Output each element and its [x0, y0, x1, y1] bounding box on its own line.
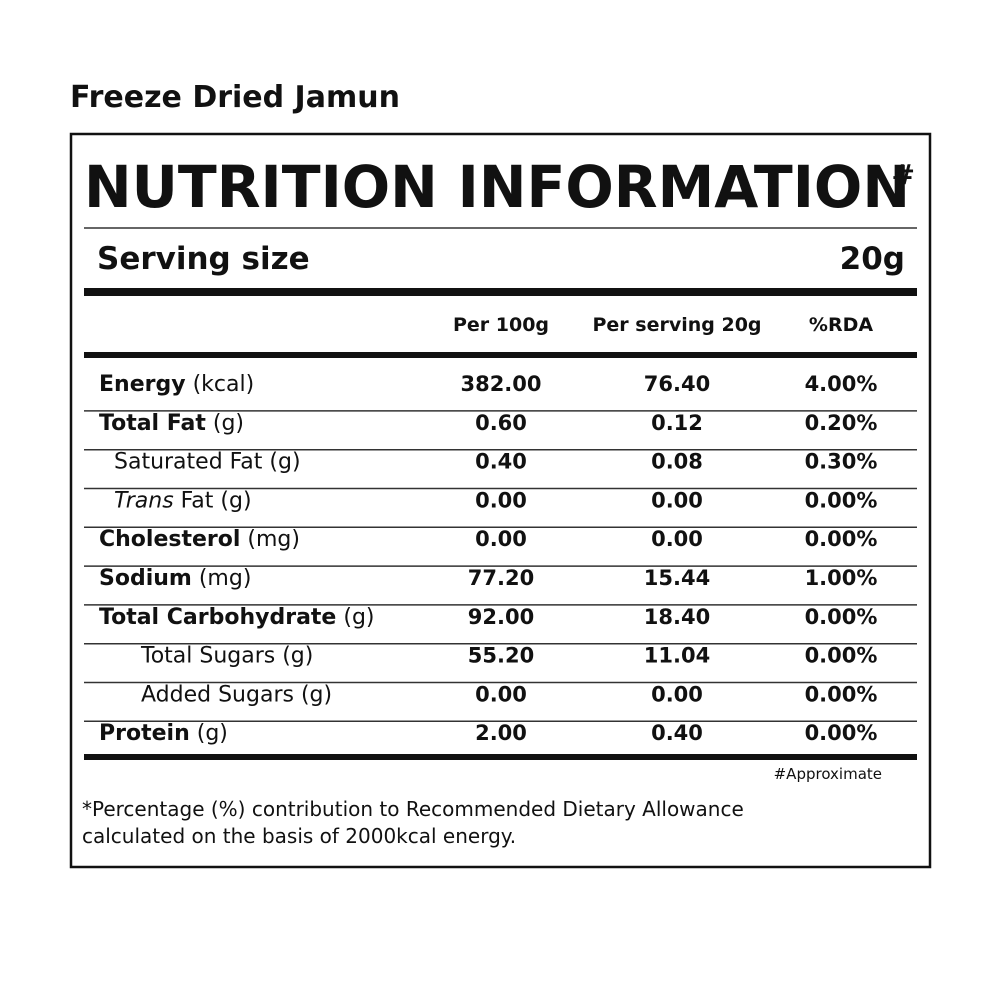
row-label: Trans Fat (g) [114, 488, 252, 513]
label-part: (mg) [199, 566, 252, 591]
label-part: (kcal) [193, 372, 255, 397]
cell-value: 0.00 [475, 527, 527, 551]
label-part: Fat (g) [181, 488, 252, 513]
thick-divider [84, 288, 917, 296]
row-label: Sodium (mg) [99, 566, 251, 591]
column-header: %RDA [809, 314, 873, 336]
cell-value: 0.00% [805, 644, 878, 668]
cell-value: 15.44 [644, 566, 710, 590]
serving-value: 20g [840, 241, 905, 277]
cell-value: 0.00% [805, 488, 878, 512]
row-label: Saturated Fat (g) [114, 450, 301, 475]
row-label: Energy (kcal) [99, 372, 254, 397]
cell-value: 0.00% [805, 527, 878, 551]
cell-value: 92.00 [468, 605, 534, 629]
cell-value: 0.12 [651, 411, 703, 435]
cell-value: 4.00% [805, 372, 878, 396]
cell-value: 1.00% [805, 566, 878, 590]
label-part: (g) [343, 605, 374, 630]
column-header: Per serving 20g [592, 314, 761, 336]
cell-value: 76.40 [644, 372, 710, 396]
cell-value: 2.00 [475, 721, 527, 745]
row-label: Total Carbohydrate (g) [99, 605, 375, 630]
row-label: Total Sugars (g) [140, 644, 313, 669]
panel-border [69, 132, 932, 869]
product-title: Freeze Dried Jamun [70, 80, 400, 115]
cell-value: 18.40 [644, 605, 710, 629]
cell-value: 382.00 [460, 372, 541, 396]
cell-value: 0.20% [805, 411, 878, 435]
thick-divider [84, 754, 917, 760]
label-part: Saturated Fat (g) [114, 450, 301, 475]
cell-value: 11.04 [644, 644, 710, 668]
cell-value: 77.20 [468, 566, 534, 590]
label-part: (mg) [247, 527, 300, 552]
cell-value: 0.00% [805, 682, 878, 706]
cell-value: 0.00 [651, 682, 703, 706]
cell-value: 0.08 [651, 450, 703, 474]
label-part: (g) [213, 411, 244, 436]
label-part: Protein [99, 721, 190, 746]
label-part: Added Sugars (g) [141, 682, 332, 707]
cell-value: 0.30% [805, 450, 878, 474]
cell-value: 0.00 [475, 682, 527, 706]
serving-label: Serving size [97, 241, 310, 277]
row-label: Cholesterol (mg) [99, 527, 300, 552]
label-part: Total Sugars (g) [140, 644, 313, 669]
footnote-line: calculated on the basis of 2000kcal ener… [82, 824, 516, 848]
row-label: Protein (g) [99, 721, 228, 746]
label-part: Trans [114, 488, 174, 513]
label-part: Total Carbohydrate [99, 605, 336, 630]
cell-value: 0.40 [475, 450, 527, 474]
cell-value: 0.60 [475, 411, 527, 435]
heading-mark: # [892, 158, 915, 191]
cell-value: 55.20 [468, 644, 534, 668]
cell-value: 0.00% [805, 721, 878, 745]
cell-value: 0.00% [805, 605, 878, 629]
panel-heading: NUTRITION INFORMATION [84, 153, 910, 221]
label-part: Sodium [99, 566, 192, 591]
label-part: (g) [197, 721, 228, 746]
cell-value: 0.00 [651, 527, 703, 551]
cell-value: 0.00 [651, 488, 703, 512]
cell-value: 0.00 [475, 488, 527, 512]
row-label: Total Fat (g) [99, 411, 244, 436]
approx-note: #Approximate [774, 765, 882, 783]
row-label: Added Sugars (g) [141, 682, 332, 707]
column-header: Per 100g [453, 314, 549, 336]
label-part: Total Fat [99, 411, 206, 436]
thick-divider [84, 352, 917, 358]
label-part: Cholesterol [99, 527, 240, 552]
label-part: Energy [99, 372, 186, 397]
cell-value: 0.40 [651, 721, 703, 745]
footnote-line: *Percentage (%) contribution to Recommen… [82, 797, 744, 821]
